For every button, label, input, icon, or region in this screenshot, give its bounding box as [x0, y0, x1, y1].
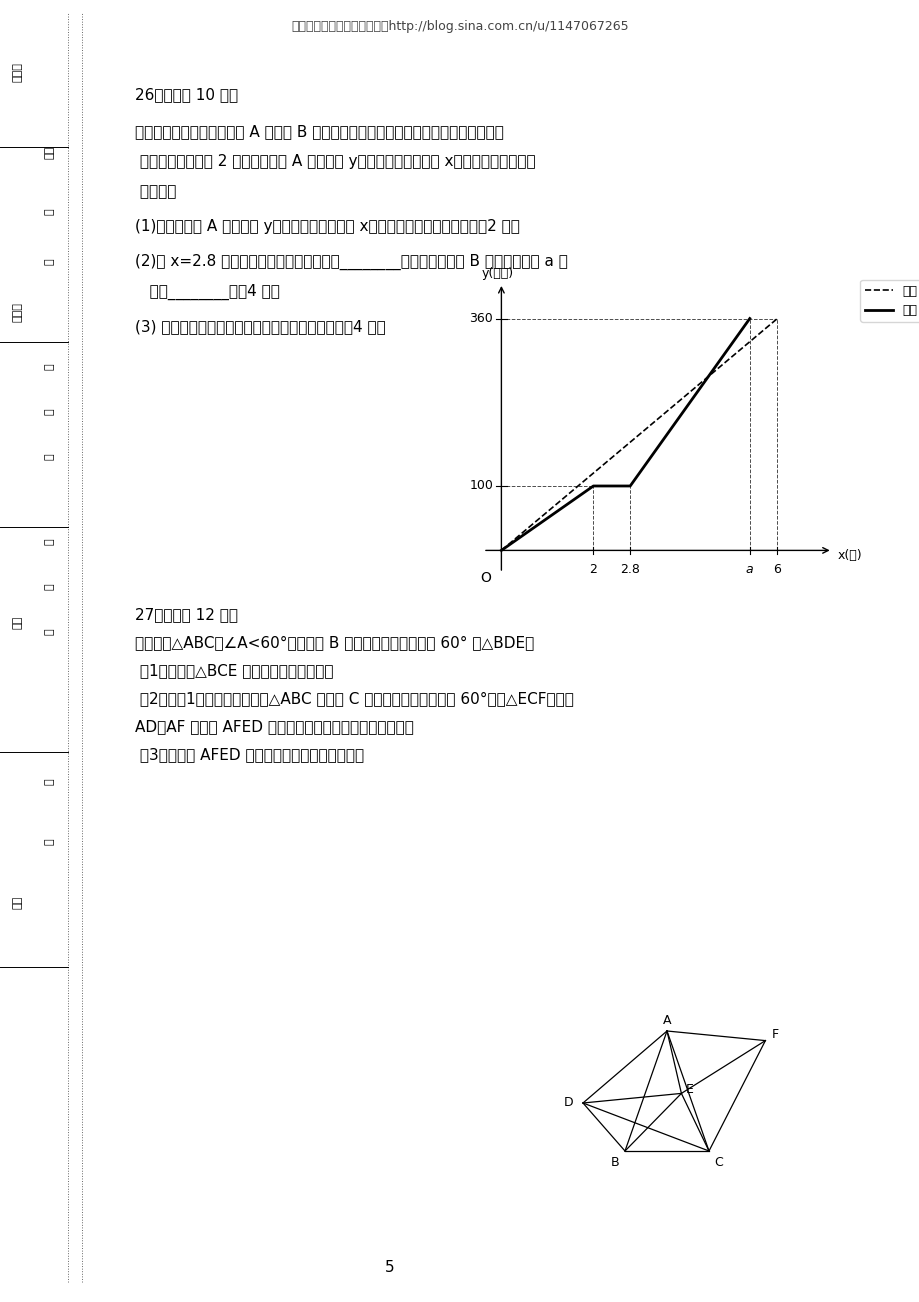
Text: 线: 线 [45, 453, 55, 461]
Text: 答: 答 [45, 208, 55, 215]
Text: F: F [771, 1029, 778, 1042]
Text: (1)求甲车距离 A 地的路程 y（千米）与行驶时间 x（时）之间的函数关系式．（2 分）: (1)求甲车距离 A 地的路程 y（千米）与行驶时间 x（时）之间的函数关系式．… [135, 219, 519, 234]
Text: E: E [685, 1083, 693, 1096]
Text: 内: 内 [45, 539, 55, 546]
Text: y(千米): y(千米) [482, 267, 513, 280]
Text: 5: 5 [385, 1260, 394, 1275]
Text: 班级: 班级 [13, 896, 23, 909]
Text: （3）四边形 AFED 可能是矩形吗？请说明理由。: （3）四边形 AFED 可能是矩形吗？请说明理由。 [135, 747, 364, 762]
Text: $a$: $a$ [744, 564, 754, 577]
甲车 [771, 311, 782, 327]
乙车 [495, 543, 506, 559]
Text: D: D [563, 1096, 573, 1109]
Text: B: B [610, 1156, 618, 1169]
Text: （2）在（1）的条件下，再将△ABC 以顶点 C 为旋转中心顺时针旋转 60°，得△ECF；连接: （2）在（1）的条件下，再将△ABC 以顶点 C 为旋转中心顺时针旋转 60°，… [135, 691, 573, 706]
Text: 座位号: 座位号 [13, 62, 23, 82]
Text: 26．（本题 10 分）: 26．（本题 10 分） [135, 87, 238, 102]
Text: 2.8: 2.8 [619, 564, 640, 577]
Text: O: O [480, 572, 490, 585]
Text: AD、AF 四边形 AFED 一定是平行四边形吗？请说明理由。: AD、AF 四边形 AFED 一定是平行四边形吗？请说明理由。 [135, 719, 414, 734]
Text: 试场号: 试场号 [13, 302, 23, 322]
Text: C: C [714, 1156, 722, 1169]
Text: 答卷: 答卷 [45, 146, 55, 159]
Text: 要: 要 [45, 409, 55, 415]
Legend: 甲车, 乙车: 甲车, 乙车 [859, 280, 919, 322]
Text: 27．（本题 12 分）: 27．（本题 12 分） [135, 607, 238, 622]
Text: 封: 封 [45, 779, 55, 785]
Text: A: A [662, 1014, 671, 1027]
乙车 [587, 478, 598, 493]
Text: 线: 线 [45, 259, 55, 266]
Text: 如图，将△ABC（∠A<60°）以顶点 B 为旋转中心逆时针旋转 60° 得△BDE；: 如图，将△ABC（∠A<60°）以顶点 B 为旋转中心逆时针旋转 60° 得△B… [135, 635, 534, 650]
Text: （1）试判断△BCE 的形状，请说明理由。: （1）试判断△BCE 的形状，请说明理由。 [135, 663, 334, 678]
乙车 [624, 478, 635, 493]
Line: 乙车: 乙车 [501, 319, 749, 551]
Line: 甲车: 甲车 [501, 319, 777, 551]
Text: 行驶速度是原来的 2 倍．两车距离 A 地的路程 y（千米）与行驶时间 x（时）的函数图象如: 行驶速度是原来的 2 倍．两车距离 A 地的路程 y（千米）与行驶时间 x（时）… [135, 154, 535, 169]
Text: (2)当 x=2.8 时，甲、乙两车之间的距离是________千米；乙车到达 B 地所用的时间 a 的: (2)当 x=2.8 时，甲、乙两车之间的距离是________千米；乙车到达 … [135, 254, 567, 271]
Text: (3) 行驶过程中，两车出发多长时间首次后相遇？（4 分）: (3) 行驶过程中，两车出发多长时间首次后相遇？（4 分） [135, 319, 385, 335]
Text: 密: 密 [45, 838, 55, 845]
Text: 北京初中数学周老师的博客：http://blog.sina.com.cn/u/1147067265: 北京初中数学周老师的博客：http://blog.sina.com.cn/u/1… [291, 20, 628, 33]
Text: 2: 2 [589, 564, 596, 577]
Text: 100: 100 [469, 479, 493, 492]
Text: 値为________．（4 分）: 値为________．（4 分） [135, 284, 279, 301]
Text: 6: 6 [773, 564, 780, 577]
Text: 不: 不 [45, 363, 55, 370]
Text: 360: 360 [469, 312, 493, 326]
甲车 [495, 543, 506, 559]
Text: 甲、乙两车同时同时出发从 A 地前往 B 地，乙行驶途中有一次停车修理，修好后乙组的: 甲、乙两车同时同时出发从 A 地前往 B 地，乙行驶途中有一次停车修理，修好后乙… [135, 124, 504, 139]
Text: 图所示．: 图所示． [135, 184, 176, 199]
Text: 订: 订 [45, 583, 55, 590]
Text: x(时): x(时) [836, 549, 861, 562]
乙车 [743, 311, 754, 327]
Text: 姓名: 姓名 [13, 616, 23, 629]
Text: 装: 装 [45, 629, 55, 635]
